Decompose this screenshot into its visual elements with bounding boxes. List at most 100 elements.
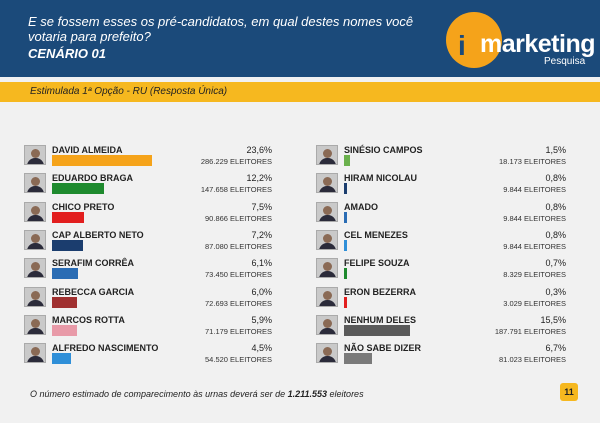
candidate-name: HIRAM NICOLAU <box>344 173 417 184</box>
candidate-row: ALFREDO NASCIMENTO 4,5% 54.520 ELEITORES <box>24 343 272 373</box>
candidate-votes: 147.658 ELEITORES <box>200 185 272 195</box>
logo-circle <box>446 12 502 68</box>
candidate-percentage: 23,6% <box>246 145 272 155</box>
candidate-bar <box>52 155 152 166</box>
candidate-row: NENHUM DELES 15,5% 187.791 ELEITORES <box>316 314 566 345</box>
candidate-name: SERAFIM CORRÊA <box>52 258 135 269</box>
candidate-votes: 9.844 ELEITORES <box>503 213 566 223</box>
candidate-percentage: 6,7% <box>545 343 566 354</box>
candidate-bar <box>344 155 351 166</box>
candidate-name: NÃO SABE DIZER <box>344 343 422 354</box>
candidate-bar <box>344 211 348 223</box>
candidate-photo <box>316 201 338 222</box>
candidate-photo <box>316 314 338 335</box>
candidate-votes: 8.329 ELEITORES <box>503 270 566 280</box>
candidate-row: AMADO 0,8% 9.844 ELEITORES <box>316 201 566 232</box>
candidate-bar <box>344 353 373 365</box>
page-number: 11 <box>560 383 578 401</box>
subtitle-band <box>0 82 600 102</box>
subtitle-band-label: Estimulada 1ª Opção - RU (Resposta Única… <box>30 86 228 97</box>
candidate-percentage: 7,2% <box>251 229 272 240</box>
candidate-photo <box>24 314 46 335</box>
candidate-votes: 71.179 ELEITORES <box>205 326 272 336</box>
candidate-name: CAP ALBERTO NETO <box>52 229 144 240</box>
logo-text: marketing <box>480 30 595 58</box>
candidate-name: ALFREDO NASCIMENTO <box>52 343 159 354</box>
candidate-name: CHICO PRETO <box>52 201 115 212</box>
candidate-row: CAP ALBERTO NETO 7,2% 87.080 ELEITORES <box>24 229 272 260</box>
candidate-name: NENHUM DELES <box>344 314 417 325</box>
candidate-percentage: 5,9% <box>251 314 272 325</box>
candidate-percentage: 0,7% <box>545 258 566 269</box>
footer-text-after: eleitores <box>329 389 364 399</box>
candidate-votes: 81.023 ELEITORES <box>499 355 566 365</box>
candidate-row: ERON BEZERRA 0,3% 3.029 ELEITORES <box>316 286 566 317</box>
candidate-bar <box>52 183 104 195</box>
candidate-votes: 72.693 ELEITORES <box>205 298 272 308</box>
candidate-photo <box>24 201 46 222</box>
candidate-photo <box>316 229 338 250</box>
candidate-bar <box>344 239 348 251</box>
candidate-name: AMADO <box>344 201 378 212</box>
candidate-photo <box>24 286 46 307</box>
candidate-bar <box>52 239 83 251</box>
candidate-bar <box>52 324 77 336</box>
candidate-row: REBECCA GARCIA 6,0% 72.693 ELEITORES <box>24 286 272 317</box>
candidate-bar <box>344 183 348 195</box>
candidate-votes: 54.520 ELEITORES <box>205 355 272 365</box>
logo-sub: Pesquisa <box>544 56 586 67</box>
candidate-name: EDUARDO BRAGA <box>52 173 133 184</box>
imarketing-logo: i marketing Pesquisa <box>446 8 595 70</box>
candidate-percentage: 0,8% <box>545 229 566 240</box>
candidate-percentage: 1,5% <box>545 145 566 155</box>
candidate-bar <box>344 268 347 280</box>
candidate-photo <box>24 145 46 165</box>
footer-text-before: O número estimado de comparecimento às u… <box>30 389 286 399</box>
candidate-photo <box>316 343 338 364</box>
candidate-bar <box>52 268 78 280</box>
candidate-votes: 9.844 ELEITORES <box>503 185 566 195</box>
candidate-row: CHICO PRETO 7,5% 90.866 ELEITORES <box>24 201 272 232</box>
candidate-name: DAVID ALMEIDA <box>52 145 123 155</box>
candidate-name: FELIPE SOUZA <box>344 258 410 269</box>
logo-i: i <box>458 30 466 61</box>
candidate-bar <box>344 324 410 336</box>
candidate-votes: 3.029 ELEITORES <box>503 298 566 308</box>
candidate-photo <box>24 173 46 194</box>
candidate-photo <box>24 343 46 364</box>
candidate-row: CEL MENEZES 0,8% 9.844 ELEITORES <box>316 229 566 260</box>
candidate-row: FELIPE SOUZA 0,7% 8.329 ELEITORES <box>316 258 566 288</box>
footer-note: O número estimado de comparecimento às u… <box>30 389 364 399</box>
candidate-percentage: 12,2% <box>246 173 272 184</box>
candidate-name: MARCOS ROTTA <box>52 314 125 325</box>
candidate-photo <box>316 173 338 194</box>
candidate-percentage: 4,5% <box>251 343 272 354</box>
candidate-votes: 73.450 ELEITORES <box>205 270 272 280</box>
candidate-percentage: 0,8% <box>545 173 566 184</box>
candidate-name: ERON BEZERRA <box>344 286 417 297</box>
candidate-name: CEL MENEZES <box>344 229 408 240</box>
candidate-votes: 9.844 ELEITORES <box>503 241 566 251</box>
candidate-votes: 286.229 ELEITORES <box>200 157 272 166</box>
candidate-votes: 90.866 ELEITORES <box>205 213 272 223</box>
candidate-photo <box>24 258 46 279</box>
candidate-percentage: 7,5% <box>251 201 272 212</box>
candidate-bar <box>52 211 84 223</box>
candidate-votes: 18.173 ELEITORES <box>499 157 566 166</box>
candidate-row: SINÉSIO CAMPOS 1,5% 18.173 ELEITORES <box>316 145 566 175</box>
candidate-row: MARCOS ROTTA 5,9% 71.179 ELEITORES <box>24 314 272 345</box>
candidate-photo <box>316 145 338 165</box>
candidate-name: REBECCA GARCIA <box>52 286 135 297</box>
candidate-photo <box>24 229 46 250</box>
candidate-percentage: 6,0% <box>251 286 272 297</box>
candidate-photo <box>316 258 338 279</box>
candidate-bar <box>52 296 78 308</box>
candidate-row: NÃO SABE DIZER 6,7% 81.023 ELEITORES <box>316 343 566 373</box>
candidate-percentage: 0,3% <box>545 286 566 297</box>
candidate-bar <box>344 296 347 308</box>
candidate-row: HIRAM NICOLAU 0,8% 9.844 ELEITORES <box>316 173 566 203</box>
candidate-name: SINÉSIO CAMPOS <box>344 145 423 155</box>
candidate-row: EDUARDO BRAGA 12,2% 147.658 ELEITORES <box>24 173 272 203</box>
candidate-votes: 87.080 ELEITORES <box>205 241 272 251</box>
candidate-photo <box>316 286 338 307</box>
